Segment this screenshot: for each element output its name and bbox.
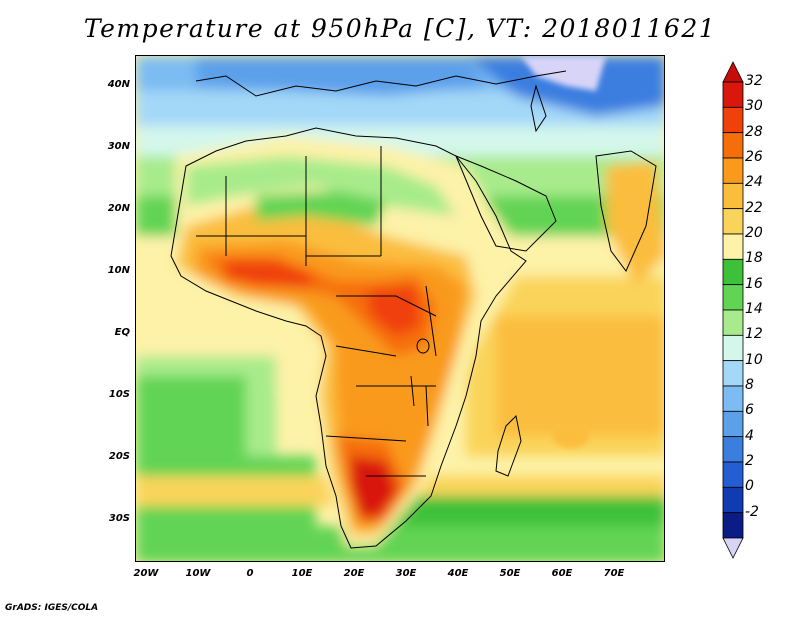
colorbar-label: 12 bbox=[745, 326, 763, 343]
lon-tick-label: 0 bbox=[246, 568, 254, 579]
lon-tick-label: 60E bbox=[551, 568, 573, 579]
colorbar-swatch bbox=[722, 512, 744, 539]
coastlines bbox=[170, 70, 657, 549]
colorbar-swatch bbox=[722, 360, 744, 387]
lat-tick-label: 10S bbox=[108, 389, 130, 400]
colorbar-label: 28 bbox=[745, 123, 763, 140]
colorbar-swatches bbox=[722, 61, 744, 559]
colorbar-swatch bbox=[722, 309, 744, 336]
lat-tick-label: 40N bbox=[107, 79, 130, 90]
colorbar-label: 18 bbox=[745, 250, 763, 267]
lon-tick-label: 20E bbox=[343, 568, 365, 579]
colorbar-label: 22 bbox=[745, 199, 763, 216]
colorbar-swatch bbox=[722, 182, 744, 210]
colorbar-label: 8 bbox=[745, 377, 754, 393]
lon-tick-label: 50E bbox=[499, 568, 521, 579]
coastal-detail bbox=[521, 56, 606, 448]
lon-tick-label: 10W bbox=[185, 568, 211, 579]
colorbar-swatch bbox=[722, 81, 744, 108]
colorbar-label: 16 bbox=[745, 275, 763, 292]
colorbar-label: 6 bbox=[745, 402, 754, 419]
colorbar-swatch bbox=[722, 208, 744, 235]
colorbar-swatch bbox=[722, 385, 744, 412]
lon-tick-label: 10E bbox=[291, 568, 313, 579]
lat-tick-label: 30N bbox=[107, 141, 130, 152]
colorbar-label: 0 bbox=[745, 478, 754, 495]
credit-label: GrADS: IGES/COLA bbox=[5, 603, 99, 613]
lat-tick-label: 30S bbox=[108, 513, 130, 524]
colorbar-label: 14 bbox=[745, 301, 763, 317]
colorbar-swatch bbox=[722, 157, 744, 184]
temperature-map bbox=[135, 55, 665, 562]
colorbar-over-arrow bbox=[722, 61, 744, 83]
temperature-field bbox=[136, 56, 664, 561]
lat-tick-label: 20N bbox=[107, 203, 130, 214]
lat-tick-label: EQ bbox=[114, 327, 130, 338]
colorbar-label: 20 bbox=[745, 225, 763, 241]
colorbar-label: 32 bbox=[745, 73, 763, 89]
colorbar-label: 26 bbox=[745, 149, 763, 165]
colorbar-swatch bbox=[722, 486, 744, 514]
colorbar-under-arrow bbox=[722, 537, 744, 559]
colorbar-swatch bbox=[722, 334, 744, 362]
chart-title: Temperature at 950hPa [C], VT: 201801162… bbox=[83, 14, 717, 43]
colorbar-swatch bbox=[722, 132, 744, 159]
lon-tick-label: 20W bbox=[133, 568, 159, 579]
colorbar-swatch bbox=[722, 258, 744, 286]
colorbar-label: 30 bbox=[745, 98, 763, 115]
colorbar-swatch bbox=[722, 461, 744, 488]
lat-tick-label: 10N bbox=[107, 265, 130, 276]
lon-tick-label: 30E bbox=[395, 568, 417, 579]
colorbar-swatch bbox=[722, 233, 744, 260]
colorbar-swatch bbox=[722, 436, 744, 463]
colorbar-label: 10 bbox=[745, 351, 763, 368]
colorbar-swatch bbox=[722, 284, 744, 311]
colorbar-label: 2 bbox=[745, 453, 754, 469]
colorbar-label: 4 bbox=[745, 427, 754, 444]
colorbar-label: -2 bbox=[745, 503, 759, 520]
colorbar-label: 24 bbox=[745, 174, 763, 191]
colorbar-swatch bbox=[722, 106, 744, 134]
colorbar-swatch bbox=[722, 410, 744, 438]
lon-tick-label: 70E bbox=[603, 568, 625, 579]
lat-tick-label: 20S bbox=[108, 451, 130, 462]
lon-tick-label: 40E bbox=[447, 568, 469, 579]
